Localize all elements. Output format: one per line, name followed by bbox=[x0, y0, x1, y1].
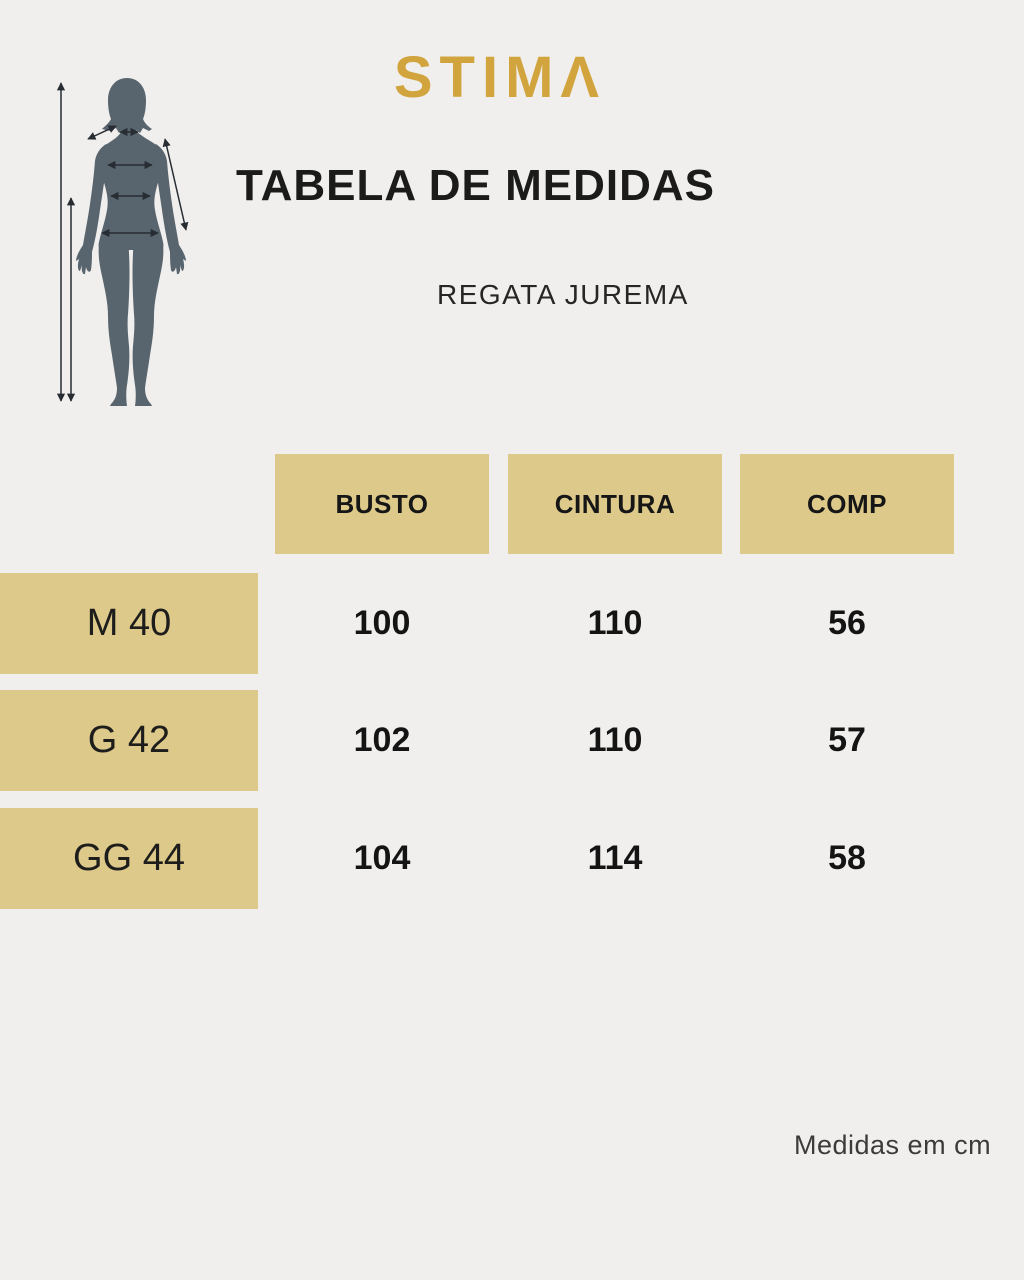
measurement-arrows bbox=[56, 82, 189, 402]
table-cell-m40-comp: 56 bbox=[828, 604, 866, 642]
table-cell-m40-cintura: 110 bbox=[587, 604, 643, 642]
table-cell-g42-comp: 57 bbox=[828, 721, 866, 759]
shoulder-arrow bbox=[87, 125, 117, 140]
row-label-gg44: GG 44 bbox=[0, 808, 258, 909]
brand-logo: STIMΛ bbox=[393, 45, 607, 110]
body-silhouette bbox=[76, 78, 186, 406]
row-label-m40: M 40 bbox=[0, 573, 258, 674]
row-label-g42: G 42 bbox=[0, 690, 258, 791]
table-cell-gg44-cintura: 114 bbox=[587, 839, 643, 877]
column-header-cintura: CINTURA bbox=[508, 454, 722, 554]
units-note: Medidas em cm bbox=[794, 1130, 992, 1160]
product-name: REGATA JUREMA bbox=[437, 279, 689, 310]
table-cell-m40-busto: 100 bbox=[353, 604, 411, 642]
arm-length-arrow bbox=[162, 138, 189, 231]
column-header-busto: BUSTO bbox=[275, 454, 489, 554]
table-cell-g42-busto: 102 bbox=[353, 721, 411, 759]
table-cell-g42-cintura: 110 bbox=[587, 721, 643, 759]
table-cell-gg44-busto: 104 bbox=[353, 839, 411, 877]
female-body-measurement-silhouette-icon bbox=[56, 78, 189, 406]
page-title: TABELA DE MEDIDAS bbox=[236, 161, 715, 210]
column-header-comp: COMP bbox=[740, 454, 954, 554]
table-cell-gg44-comp: 58 bbox=[828, 839, 866, 877]
